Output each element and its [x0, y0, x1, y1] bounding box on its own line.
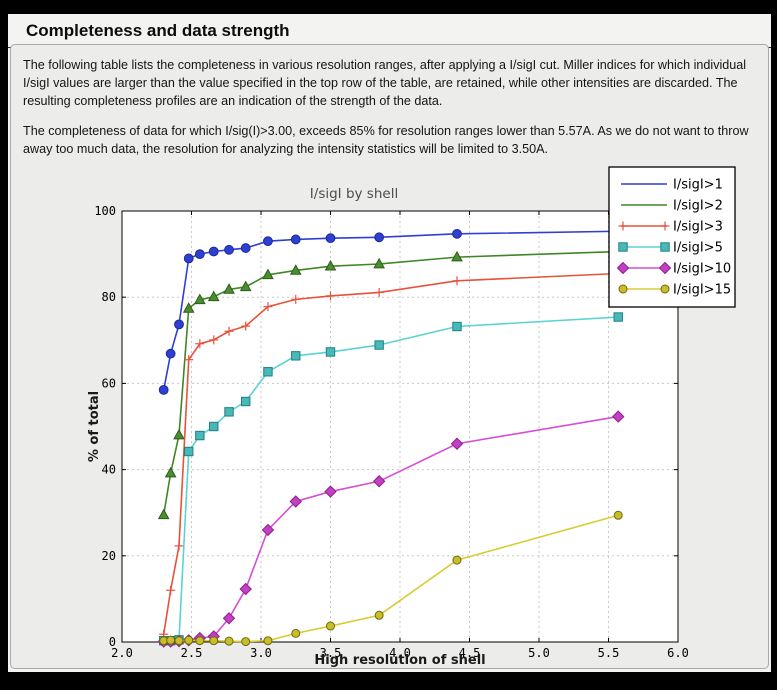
svg-text:I/sigI>2: I/sigI>2	[673, 199, 723, 214]
svg-text:5.0: 5.0	[528, 646, 550, 660]
legend-item-i-sigi-2: I/sigI>2	[621, 199, 723, 214]
svg-text:4.5: 4.5	[459, 646, 481, 660]
svg-text:I/sigI>1: I/sigI>1	[673, 178, 723, 193]
svg-text:I/sigI>5: I/sigI>5	[673, 241, 723, 256]
series-i-sigi-3	[159, 268, 623, 639]
svg-text:40: 40	[102, 463, 116, 477]
svg-text:2.0: 2.0	[111, 646, 133, 660]
report-page: Completeness and data strength The follo…	[8, 14, 771, 672]
svg-text:6.0: 6.0	[667, 646, 689, 660]
completeness-chart: 2.0 2.5 3.0 3.5 4.0 4.5 5.0 5.5 6.0 0 20 40 60 80 100 I…	[87, 166, 736, 668]
series-i-sigi-2	[157, 245, 625, 520]
svg-text:60: 60	[102, 376, 116, 390]
completeness-panel: The following table lists the completene…	[10, 44, 769, 669]
svg-text:3.5: 3.5	[320, 646, 342, 660]
description-paragraph-2: The completeness of data for which I/sig…	[23, 123, 749, 156]
series-i-sigi-15	[159, 510, 623, 647]
y-axis-label: % of total	[87, 391, 102, 462]
svg-text:I/sigI>10: I/sigI>10	[673, 262, 731, 277]
page-title: Completeness and data strength	[8, 14, 771, 48]
svg-text:5.5: 5.5	[598, 646, 620, 660]
svg-text:80: 80	[102, 290, 116, 304]
svg-text:0: 0	[109, 635, 116, 649]
legend-item-i-sigi-10: I/sigI>10	[616, 262, 731, 277]
chart-title: I/sigI by shell	[310, 186, 398, 202]
legend-item-i-sigi-5: I/sigI>5	[618, 241, 723, 256]
svg-text:I/sigI>3: I/sigI>3	[673, 220, 723, 235]
tick-labels: 2.0 2.5 3.0 3.5 4.0 4.5 5.0 5.5 6.0 0 20 40 60 80 100	[94, 204, 689, 660]
svg-text:2.5: 2.5	[181, 646, 203, 660]
description-paragraph-1: The following table lists the completene…	[23, 58, 747, 108]
legend-item-i-sigi-3: I/sigI>3	[618, 220, 723, 235]
svg-text:3.0: 3.0	[250, 646, 272, 660]
svg-text:20: 20	[102, 549, 116, 563]
legend-item-i-sigi-15: I/sigI>15	[618, 283, 731, 298]
series-i-sigi-1	[158, 226, 624, 395]
legend-item-i-sigi-1: I/sigI>1	[621, 178, 723, 193]
svg-text:4.0: 4.0	[389, 646, 411, 660]
svg-text:100: 100	[94, 204, 116, 218]
x-axis-label: High resolution of shell	[314, 653, 485, 668]
chart-legend: I/sigI>1 I/sigI>2 I/sigI>3 I/sigI>5 I/sigI>1…	[608, 166, 736, 308]
svg-text:I/sigI>15: I/sigI>15	[673, 283, 731, 298]
